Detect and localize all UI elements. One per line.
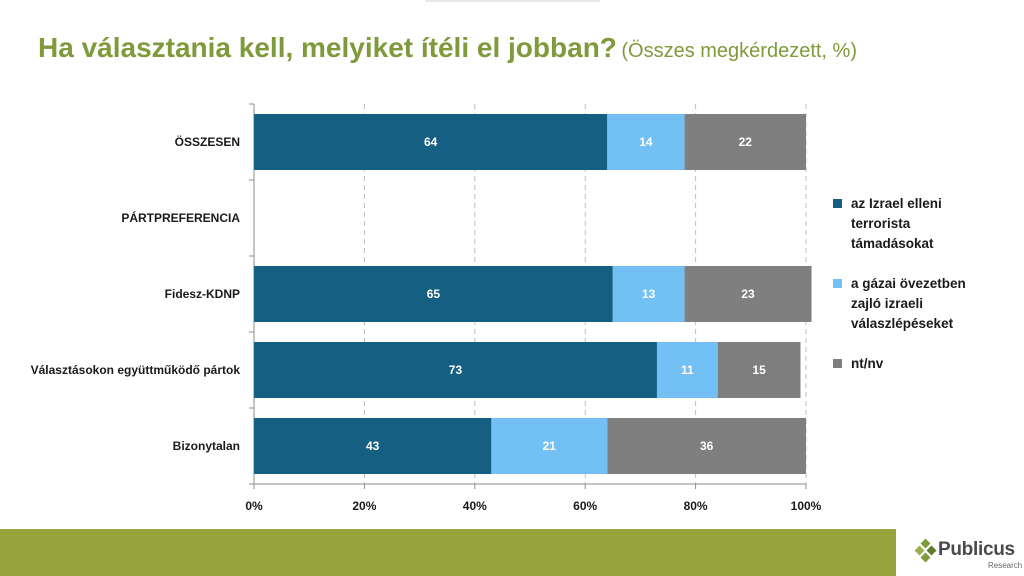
legend-item-series-2: a gázai övezetben zajló izraeli válaszlé… bbox=[833, 274, 1013, 334]
data-label: 36 bbox=[700, 439, 714, 453]
data-label: 23 bbox=[741, 287, 755, 301]
legend-swatch-series-2 bbox=[833, 279, 842, 288]
bar-segment bbox=[684, 114, 806, 170]
data-label: 15 bbox=[752, 363, 766, 377]
logo-mark-icon bbox=[914, 539, 937, 563]
title-subtitle: (Összes megkérdezett, %) bbox=[621, 40, 857, 62]
bar-segment bbox=[254, 418, 492, 474]
legend-label-line: nt/nv bbox=[851, 356, 884, 371]
category-label: Bizonytalan bbox=[173, 439, 240, 453]
data-label: 43 bbox=[366, 439, 380, 453]
legend-label-line: az Izrael elleni bbox=[851, 196, 942, 211]
footer-bar bbox=[0, 529, 896, 576]
data-label: 64 bbox=[424, 135, 438, 149]
bar-segment bbox=[254, 114, 608, 170]
legend-swatch-series-3 bbox=[833, 359, 842, 368]
data-label: 14 bbox=[639, 135, 653, 149]
legend-label-line: a gázai övezetben bbox=[851, 276, 966, 291]
category-label: ÖSSZESEN bbox=[175, 134, 240, 149]
data-label: 22 bbox=[739, 135, 753, 149]
data-label: 13 bbox=[642, 287, 656, 301]
data-label: 11 bbox=[681, 363, 694, 377]
x-tick-label: 0% bbox=[245, 499, 263, 513]
bar-segment bbox=[612, 266, 685, 322]
category-label: Fidesz-KDNP bbox=[165, 287, 240, 301]
bar-segment bbox=[684, 266, 812, 322]
chart-legend: az Izrael elleni terrorista támadásokat … bbox=[833, 194, 1013, 394]
legend-item-series-1: az Izrael elleni terrorista támadásokat bbox=[833, 194, 1013, 254]
bar-segment bbox=[254, 266, 613, 322]
x-tick-label: 80% bbox=[684, 499, 708, 513]
bar-segment bbox=[491, 418, 608, 474]
x-tick-label: 40% bbox=[463, 499, 487, 513]
legend-label-line: támadásokat bbox=[851, 236, 934, 251]
bar-segment bbox=[607, 114, 685, 170]
top-divider-line bbox=[425, 0, 600, 2]
x-tick-label: 20% bbox=[352, 499, 376, 513]
data-label: 21 bbox=[543, 439, 557, 453]
data-label: 65 bbox=[427, 287, 441, 301]
bar-segment bbox=[717, 342, 801, 398]
legend-label-line: válaszlépéseket bbox=[851, 316, 954, 331]
category-label: PÁRTPREFERENCIA bbox=[121, 210, 240, 225]
publicus-logo: Publicus Research bbox=[912, 536, 1024, 576]
title-main: Ha választania kell, melyiket ítéli el j… bbox=[38, 32, 617, 63]
legend-label-line: zajló izraeli bbox=[851, 296, 924, 311]
legend-swatch-series-1 bbox=[833, 199, 842, 208]
x-tick-label: 100% bbox=[791, 499, 822, 513]
x-tick-label: 60% bbox=[573, 499, 597, 513]
legend-item-series-3: nt/nv bbox=[833, 354, 1013, 374]
category-label: Választásokon együttműködő pártok bbox=[31, 363, 241, 377]
bar-segment bbox=[254, 342, 657, 398]
bar-segment bbox=[607, 418, 806, 474]
logo-name: Publicus bbox=[938, 539, 1015, 560]
chart-title: Ha választania kell, melyiket ítéli el j… bbox=[38, 32, 857, 64]
data-label: 73 bbox=[449, 363, 463, 377]
legend-label-line: terrorista bbox=[851, 216, 911, 231]
logo-subtitle: Research bbox=[988, 561, 1023, 570]
bar-segment bbox=[656, 342, 718, 398]
